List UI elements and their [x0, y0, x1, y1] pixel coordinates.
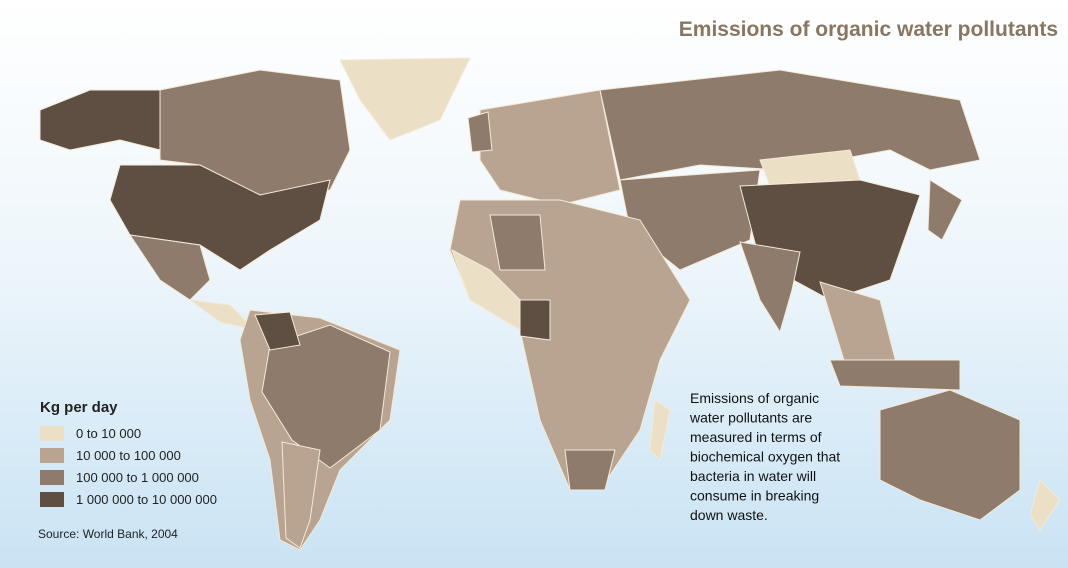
usa: [109, 164, 331, 271]
greenland: [339, 57, 471, 141]
legend-label: 10 000 to 100 000: [76, 448, 181, 463]
note-line: water pollutants are: [689, 410, 812, 426]
note-line: down waste.: [690, 507, 768, 523]
venezuela: [254, 311, 301, 351]
land: [39, 57, 1061, 551]
europe: [479, 89, 621, 206]
south-africa: [564, 449, 616, 491]
mexico: [128, 234, 211, 301]
note-line: biochemical oxygen that: [690, 449, 840, 465]
algeria: [489, 214, 546, 271]
map-title: Emissions of organic water pollutants: [679, 18, 1058, 41]
nigeria: [519, 299, 551, 341]
legend-title: Kg per day: [40, 399, 118, 416]
note-line: Emissions of organic: [690, 390, 819, 406]
note-line: consume in breaking: [690, 488, 819, 504]
legend-label: 100 000 to 1 000 000: [76, 470, 199, 485]
legend-swatch: [40, 492, 64, 507]
note-line: measured in terms of: [690, 429, 822, 445]
canada: [159, 69, 351, 196]
russia: [599, 69, 981, 181]
indonesia: [829, 359, 961, 391]
legend-label: 0 to 10 000: [76, 426, 141, 441]
uk: [467, 111, 493, 153]
brazil: [261, 324, 391, 469]
new-zealand: [1029, 479, 1061, 531]
argentina: [281, 441, 321, 549]
japan: [927, 179, 963, 241]
legend-swatch: [40, 426, 64, 441]
note-line: bacteria in water will: [690, 468, 816, 484]
madagascar: [649, 399, 671, 462]
legend: 0 to 10 000 10 000 to 100 000 100 000 to 1…: [40, 426, 217, 507]
source: Source: World Bank, 2004: [38, 527, 178, 541]
legend-label: 1 000 000 to 10 000 000: [76, 492, 217, 507]
legend-swatch: [40, 448, 64, 463]
legend-swatch: [40, 470, 64, 485]
note: Emissions of organic water pollutants are…: [689, 390, 840, 523]
india: [739, 241, 801, 334]
alaska: [39, 89, 161, 151]
australia: [879, 389, 1021, 521]
